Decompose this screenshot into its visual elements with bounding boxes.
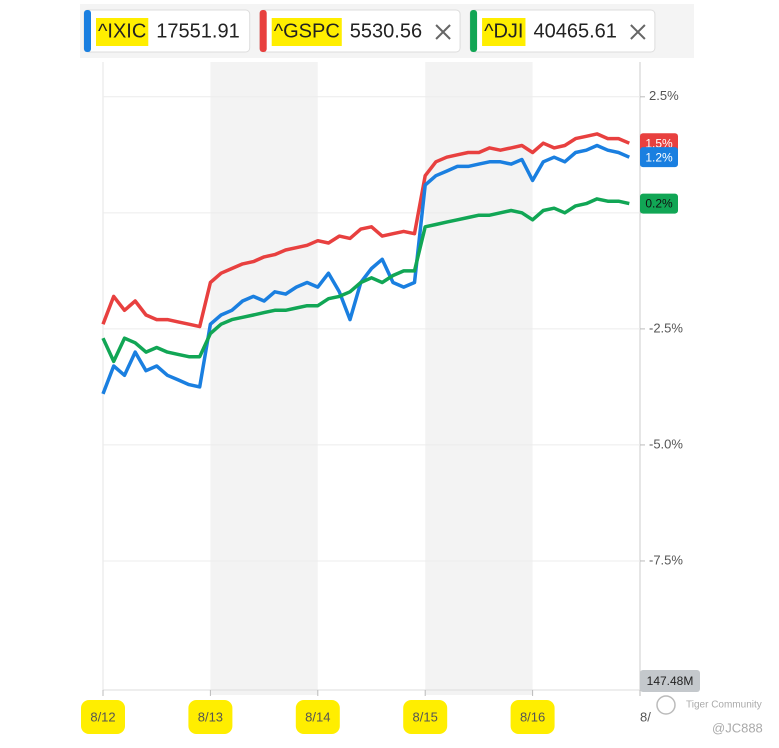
- x-tick-label: 8/14: [305, 709, 330, 724]
- volume-label: 147.48M: [647, 674, 694, 688]
- highlight: [271, 18, 342, 46]
- ticker-symbol: ^IXIC: [98, 20, 146, 42]
- ticker-price: 17551.91: [156, 20, 239, 42]
- ticker-symbol: ^GSPC: [274, 20, 340, 42]
- y-tick-label: -7.5%: [649, 552, 683, 567]
- highlight: [295, 700, 340, 734]
- last-value-badge: [640, 147, 678, 168]
- last-value-badge: [640, 193, 678, 214]
- last-value-label: 1.5%: [645, 136, 673, 150]
- highlight: [188, 700, 233, 734]
- close-button[interactable]: [630, 24, 646, 40]
- series-line: [101, 143, 630, 395]
- day-shade: [425, 62, 533, 695]
- ticker-tab[interactable]: ^IXIC 17551.91: [83, 9, 251, 53]
- x-tick-label: 8/16: [520, 709, 545, 724]
- ticker-price: 40465.61: [533, 20, 616, 42]
- y-tick-label: 2.5%: [649, 88, 679, 103]
- tab-color-bar: [259, 10, 267, 52]
- x-tick-label: 8/13: [198, 709, 223, 724]
- close-button[interactable]: [435, 24, 451, 40]
- highlight: [81, 700, 125, 734]
- x-tick-label: 8/: [640, 709, 651, 724]
- tab-color-bar: [84, 10, 91, 52]
- last-value-label: 0.2%: [645, 197, 673, 211]
- x-tick-label: 8/15: [413, 709, 438, 724]
- series-line: [101, 197, 630, 364]
- ticker-tab[interactable]: ^GSPC 5530.56: [259, 9, 461, 53]
- y-tick-label: -5.0%: [649, 436, 683, 451]
- highlight: [482, 18, 526, 46]
- highlight: [403, 700, 448, 734]
- x-tick-label: 8/12: [90, 709, 115, 724]
- ticker-symbol: ^DJI: [484, 20, 523, 42]
- ticker-tab[interactable]: ^DJI 40465.61: [469, 9, 656, 53]
- y-tick-label: -2.5%: [649, 320, 683, 335]
- volume-badge: [640, 670, 700, 692]
- day-shade: [210, 62, 318, 695]
- last-value-label: 1.2%: [645, 150, 673, 164]
- watermark-logo: [656, 695, 676, 715]
- series-line: [101, 132, 630, 329]
- watermark-user: @JC888: [712, 720, 763, 735]
- ticker-price: 5530.56: [350, 20, 422, 42]
- watermark-brand: Tiger Community: [686, 700, 762, 711]
- tab-color-bar: [470, 10, 478, 52]
- highlight: [96, 18, 149, 46]
- highlight: [510, 700, 555, 734]
